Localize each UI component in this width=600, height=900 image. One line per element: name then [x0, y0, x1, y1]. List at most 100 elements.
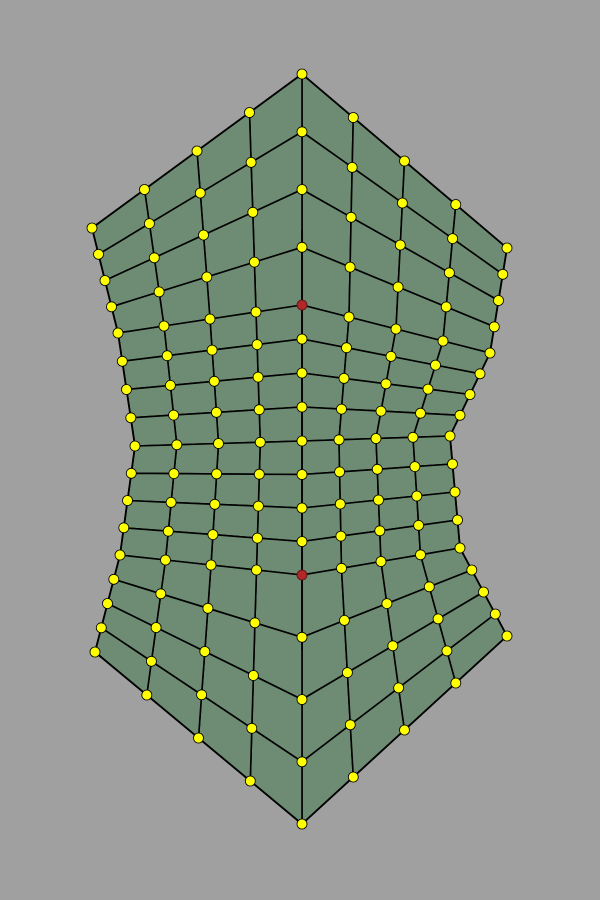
mesh-vertex [252, 500, 264, 512]
mesh-patch-lower-right [301, 503, 342, 543]
singular-vertex [296, 569, 308, 581]
mesh-vertex [296, 126, 308, 138]
mesh-vertex [411, 490, 423, 502]
mesh-vertex [296, 502, 308, 514]
mesh-vertex [333, 434, 345, 446]
mesh-vertex [447, 458, 458, 470]
mesh-vertex [478, 586, 489, 598]
mesh-patch-lower-right [339, 499, 381, 537]
mesh-vertex [213, 438, 224, 449]
mesh-vertex [409, 461, 421, 473]
mesh-vertex [249, 617, 261, 629]
mesh-vertex [296, 818, 308, 830]
mesh-vertex [346, 161, 358, 173]
mesh-vertex [162, 525, 174, 537]
mesh-vertex [440, 301, 452, 313]
mesh-vertex [296, 536, 308, 547]
mesh-vertex [443, 267, 455, 279]
mesh-patch-upper-left [166, 349, 216, 387]
mesh-vertex [171, 439, 183, 451]
mesh-vertex [145, 655, 157, 667]
mesh-vertex [444, 430, 456, 442]
mesh-vertex [121, 384, 132, 395]
mesh-vertex [489, 608, 501, 620]
mesh-vertex [204, 313, 216, 325]
mesh-patch-upper-left [172, 411, 220, 446]
mesh-vertex [93, 248, 104, 260]
mesh-vertex [194, 187, 206, 199]
mesh-vertex [385, 350, 397, 362]
mesh-vertex [407, 431, 419, 443]
mesh-vertex [344, 261, 356, 273]
mesh-vertex [399, 724, 410, 736]
mesh-patch-upper-left [209, 311, 258, 351]
mesh-vertex [441, 645, 453, 657]
mesh-vertex [245, 156, 257, 168]
mesh-vertex [497, 268, 509, 280]
mesh-vertex [336, 562, 347, 574]
mesh-patch-lower-right [376, 465, 418, 501]
mesh-vertex [150, 622, 162, 633]
mesh-vertex [164, 379, 176, 391]
mesh-vertex [345, 211, 357, 223]
mesh-vertex [143, 218, 155, 230]
mesh-vertex [251, 339, 263, 351]
mesh-vertex [86, 222, 98, 234]
mesh-vertex [452, 514, 463, 526]
mesh-patch-lower-left [170, 472, 218, 506]
mesh-vertex [196, 689, 208, 701]
mesh-patch-lower-right [338, 468, 380, 505]
mesh-patch-lower-left [123, 499, 172, 533]
mesh-vertex [252, 371, 264, 383]
mesh-vertex [247, 206, 259, 218]
mesh-vertex [158, 320, 170, 332]
mesh-vertex [139, 184, 150, 195]
mesh-vertex [454, 409, 466, 421]
mesh-patch-lower-left [214, 473, 261, 507]
mesh-patch-lower-left [257, 473, 303, 509]
mesh-vertex [199, 646, 211, 657]
mesh-vertex [296, 68, 308, 80]
quad-faces [91, 73, 508, 825]
mesh-patch-lower-right [414, 463, 456, 497]
mesh-vertex [112, 327, 124, 339]
mesh-vertex [399, 155, 410, 167]
mesh-patch-upper-left [257, 372, 303, 411]
mesh-vertex [374, 525, 386, 537]
mesh-vertex [296, 184, 308, 195]
mesh-vertex [474, 368, 486, 380]
mesh-patch-lower-left [212, 503, 260, 539]
mesh-vertex [202, 602, 214, 614]
mesh-patch-upper-right [301, 372, 345, 410]
mesh-vertex [250, 306, 262, 318]
mesh-vertex [343, 311, 355, 323]
mesh-vertex [375, 556, 387, 567]
mesh-vertex [415, 549, 426, 561]
mesh-patch-upper-left [211, 343, 259, 383]
mesh-patch-upper-left [213, 376, 261, 414]
mesh-vertex [129, 440, 141, 452]
mesh-vertex [296, 333, 308, 345]
mesh-vertex [415, 407, 426, 419]
mesh-vertex [148, 252, 160, 264]
mesh-patch-upper-left [215, 408, 262, 445]
mesh-vertex [423, 581, 435, 593]
mesh-patch-lower-left [258, 440, 303, 476]
mesh-patch-lower-left [215, 441, 262, 476]
mesh-patch-upper-left [125, 384, 175, 419]
mesh-patch-upper-left [169, 380, 218, 416]
mesh-patch-upper-left [258, 406, 303, 444]
mesh-vertex [381, 598, 393, 609]
singular-vertex [296, 299, 308, 311]
mesh-vertex [296, 401, 308, 413]
mesh-vertex [393, 682, 405, 694]
mesh-vertex [464, 389, 476, 400]
mesh-vertex [296, 631, 308, 643]
mesh-patch-lower-right [338, 437, 379, 473]
mesh-vertex [501, 630, 513, 642]
mesh-vertex [371, 463, 383, 475]
mesh-patch-upper-left [256, 338, 303, 378]
mesh-vertex [501, 242, 513, 254]
